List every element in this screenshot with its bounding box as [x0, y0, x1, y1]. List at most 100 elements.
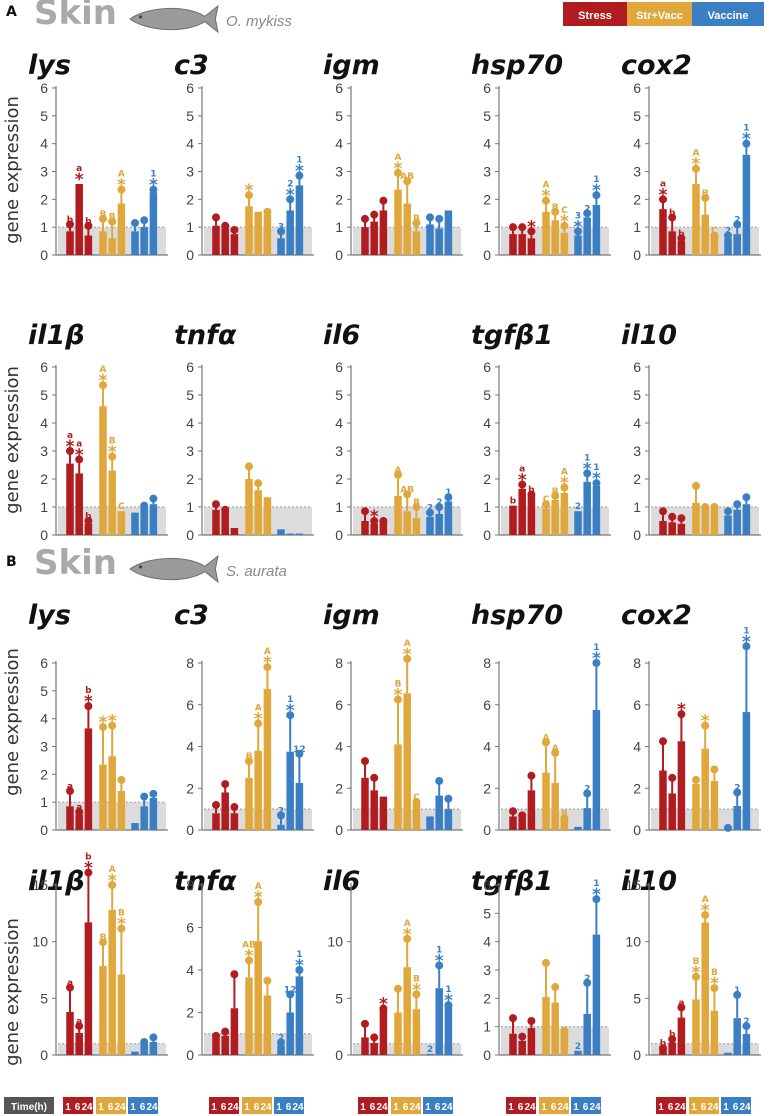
bar: [509, 816, 517, 830]
error-cap: [117, 185, 126, 194]
error-cap: [140, 501, 149, 510]
bar: [131, 1051, 139, 1055]
group-letter: A: [552, 744, 559, 754]
group-letter: B: [109, 437, 116, 447]
time-group-box: [96, 1097, 126, 1114]
chart-B-hsp70: hsp70 0 2 4 6 8 AA B 2 *1: [471, 600, 611, 838]
bar: [295, 783, 304, 830]
y-tick-label: 10: [625, 934, 641, 950]
bar: [361, 1037, 369, 1055]
significance-mark: *: [527, 217, 536, 237]
error-cap: [131, 218, 139, 227]
bar: [509, 505, 517, 535]
bar: [117, 511, 126, 535]
y-tick-label: 4: [633, 739, 641, 755]
y-tick-label: 6: [483, 877, 491, 893]
bar: [379, 1009, 388, 1055]
error-cap: [277, 811, 285, 820]
bar: [370, 221, 378, 255]
time-value: 6: [75, 1102, 81, 1113]
group-letter: AB: [242, 940, 256, 950]
error-cap: [435, 214, 444, 223]
gene-name: cox2: [621, 50, 692, 81]
group-letter: A: [100, 365, 107, 375]
bar: [370, 1043, 378, 1055]
bar: [277, 1045, 285, 1055]
error-cap: [551, 491, 560, 500]
y-tick-label: 1: [483, 1019, 491, 1035]
significance-mark: *: [592, 885, 601, 905]
error-cap: [724, 231, 732, 240]
bar: [84, 523, 93, 535]
error-cap: [668, 773, 677, 782]
bar: [742, 712, 751, 830]
error-cap: [221, 221, 230, 230]
time-value: 1: [691, 1102, 697, 1113]
bar: [379, 522, 388, 535]
time-value: 6: [403, 1102, 409, 1113]
time-value: 6: [254, 1102, 260, 1113]
gene-name: hsp70: [471, 600, 563, 631]
error-cap: [263, 976, 272, 985]
time-value: 1: [541, 1102, 547, 1113]
y-tick-label: 6: [40, 359, 48, 375]
time-value: 1: [65, 1102, 71, 1113]
error-cap: [394, 470, 402, 479]
y-tick-label: 6: [40, 655, 48, 671]
error-cap: [668, 1035, 677, 1044]
group-letter: 1: [150, 170, 156, 180]
significance-mark: *: [710, 974, 719, 994]
y-tick-label: 0: [335, 247, 343, 263]
y-tick-label: 3: [633, 164, 641, 180]
time-value: 24: [441, 1102, 453, 1113]
time-value: 24: [557, 1102, 569, 1113]
y-tick-label: 5: [483, 108, 491, 124]
error-cap: [84, 868, 93, 877]
group-letter: A: [404, 639, 411, 649]
error-cap: [527, 490, 536, 499]
error-cap: [117, 924, 126, 933]
y-tick-label: 4: [483, 739, 491, 755]
significance-mark: *: [403, 925, 412, 945]
error-cap: [659, 1044, 667, 1053]
bar: [435, 988, 443, 1055]
significance-mark: *: [542, 187, 551, 207]
bar: [140, 507, 148, 535]
significance-mark: *: [108, 871, 117, 891]
error-cap: [560, 221, 569, 230]
group-letter: A: [255, 882, 262, 892]
bar: [245, 977, 253, 1055]
y-tick-label: 2: [483, 191, 491, 207]
group-letter: A: [395, 466, 402, 476]
bar: [149, 797, 158, 830]
error-cap: [221, 505, 230, 514]
bar: [263, 689, 272, 830]
group-letter: b: [669, 208, 676, 218]
y-tick-label: 0: [335, 1047, 343, 1063]
error-cap: [149, 494, 158, 503]
error-cap: [149, 1033, 158, 1042]
y-tick-label: 6: [335, 359, 343, 375]
bar: [230, 234, 239, 255]
error-cap: [668, 512, 677, 521]
significance-mark: *: [99, 371, 108, 391]
y-tick-label: 4: [40, 711, 48, 727]
y-tick-label: 3: [186, 164, 194, 180]
bar: [444, 501, 453, 535]
y-tick-label: 3: [335, 443, 343, 459]
fish-icon: [129, 554, 219, 584]
group-letter: b: [85, 217, 92, 227]
significance-mark: *: [742, 130, 751, 150]
panel-letter: B: [6, 554, 17, 570]
bar: [131, 823, 139, 830]
fish-eye-icon: [138, 15, 143, 19]
error-cap: [509, 223, 517, 232]
error-cap: [733, 788, 742, 797]
group-letter: 12: [293, 745, 306, 755]
error-cap: [403, 177, 412, 186]
y-axis-label: gene expression: [2, 648, 23, 796]
